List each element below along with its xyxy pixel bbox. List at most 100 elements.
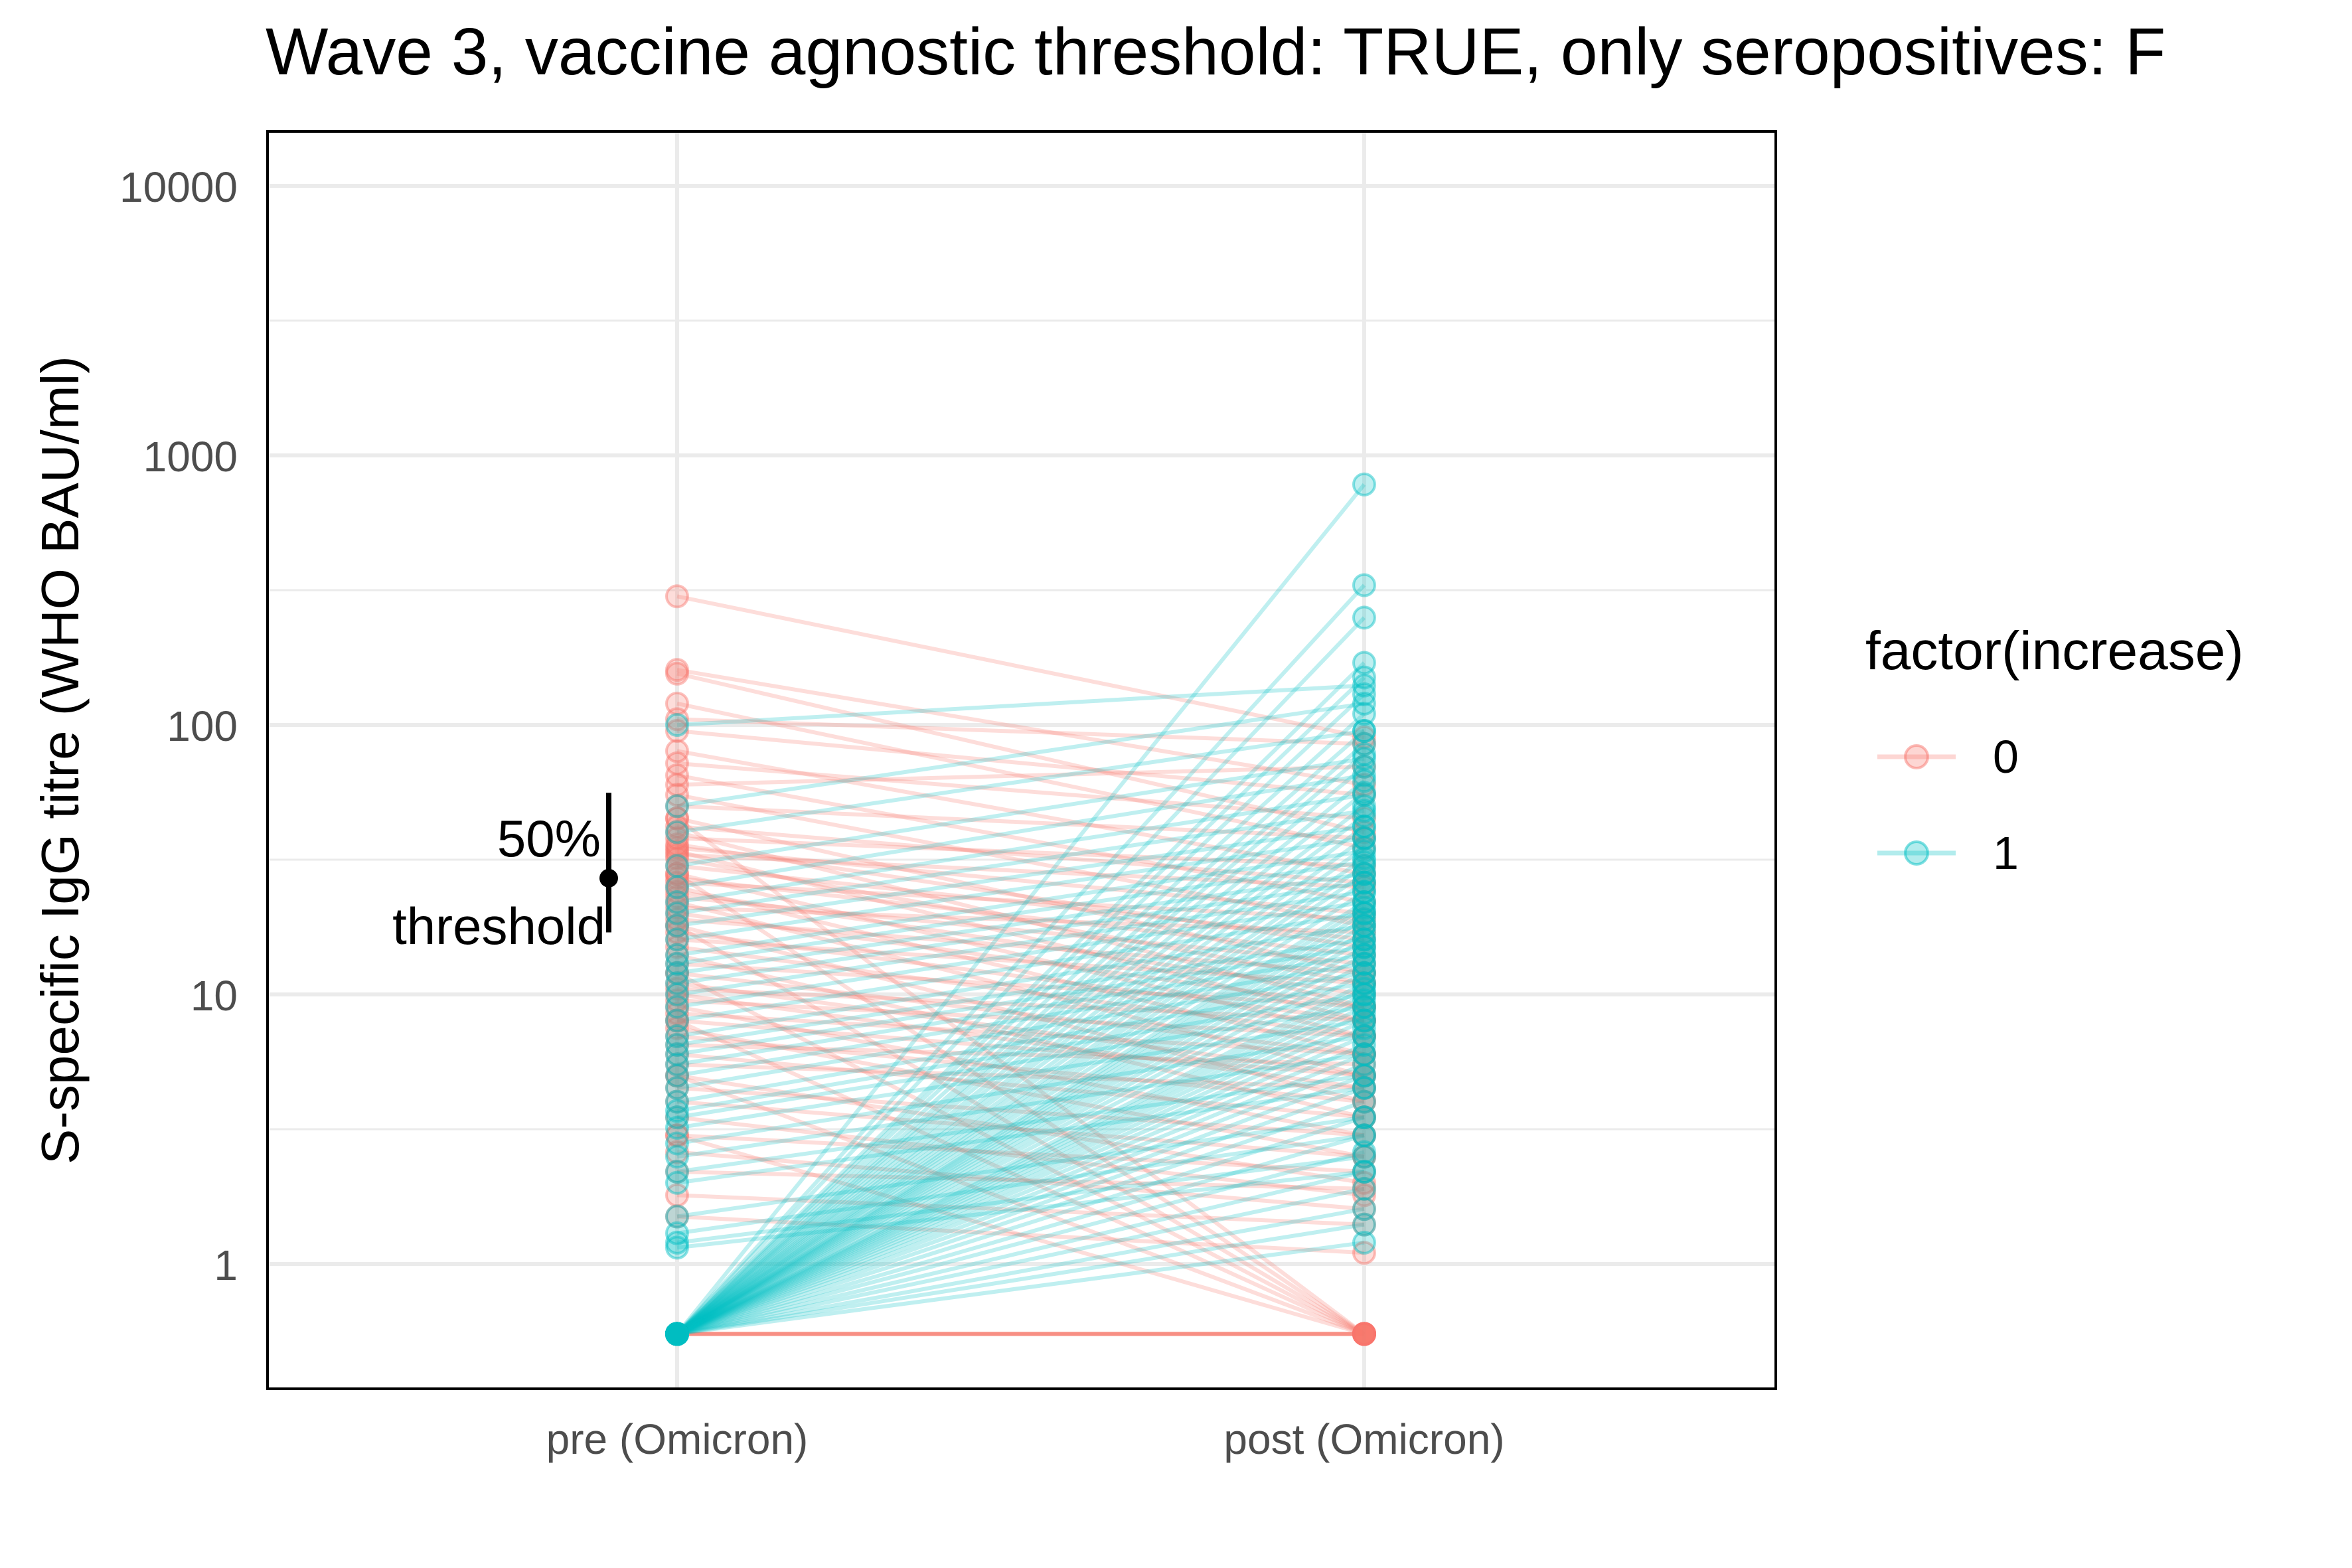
series-1-segment (676, 793, 1365, 904)
series-1-segment (675, 676, 1366, 1336)
series-1-point (1352, 1105, 1376, 1130)
series-0-segment (676, 842, 1365, 949)
series-1-point (1352, 1063, 1376, 1088)
series-1-point (665, 1159, 689, 1184)
series-0-point (1352, 754, 1376, 779)
series-1-point (665, 1322, 689, 1346)
series-0-point (1352, 951, 1376, 976)
series-1-segment (676, 962, 1366, 1336)
series-0-point (665, 1042, 689, 1067)
series-0-point (665, 896, 689, 920)
series-1-segment (676, 945, 1365, 1057)
series-1-point (665, 1322, 689, 1346)
series-0-segment (676, 1073, 1365, 1185)
series-1-point (665, 1322, 689, 1346)
series-1-point (665, 927, 689, 952)
series-0-point (665, 1322, 689, 1346)
series-0-point (665, 961, 689, 985)
series-1-segment (676, 992, 1365, 1113)
series-0-point (1352, 1123, 1376, 1148)
series-0-point (665, 1075, 689, 1100)
series-1-point (665, 982, 689, 1006)
series-1-segment (676, 1222, 1365, 1336)
series-1-point (665, 1235, 689, 1260)
series-1-point (1352, 927, 1376, 952)
series-1-segment (676, 1026, 1366, 1336)
series-1-point (1352, 673, 1376, 698)
series-0-point (1352, 935, 1376, 959)
series-0-point (665, 1322, 689, 1346)
gridlines (268, 131, 1776, 1389)
series-1-point (665, 1322, 689, 1346)
series-0-segment (676, 992, 1365, 1090)
legend: factor(increase) 0 1 (1865, 621, 2244, 879)
series-0-point (665, 783, 689, 807)
series-1-segment (676, 1115, 1365, 1219)
series-1-point (1352, 826, 1376, 850)
series-1-point (665, 1322, 689, 1346)
series-0-segment (676, 1026, 1365, 1159)
series-0-point (665, 839, 689, 864)
series-1-point (665, 1144, 689, 1169)
series-1-point (665, 1032, 689, 1057)
series-1-segment (676, 864, 1366, 1336)
series-0-segment (676, 923, 1366, 1336)
series-0-point (1352, 994, 1376, 1019)
series-1-segment (676, 765, 1366, 1336)
series-1-segment (676, 791, 1366, 1336)
series-1-point (665, 1230, 689, 1255)
series-lines (675, 483, 1366, 1336)
series-0-point (1352, 913, 1376, 938)
series-1-segment (676, 773, 1365, 890)
series-1-segment (676, 1004, 1365, 1120)
series-1-point (665, 913, 689, 938)
series-0-segment (676, 961, 1365, 1009)
series-1-point (665, 1322, 689, 1346)
series-0-point (665, 1008, 689, 1033)
series-1-segment (676, 917, 1366, 1336)
series-0-point (1352, 1075, 1376, 1100)
series-1-segment (676, 804, 1366, 1336)
series-1-segment (676, 824, 1365, 928)
series-1-point (1352, 573, 1376, 597)
series-1-segment (676, 872, 1366, 1336)
y-tick-label: 10000 (119, 163, 238, 211)
series-0-point (1352, 1089, 1376, 1114)
series-1-point (1352, 850, 1376, 874)
series-1-segment (676, 986, 1366, 1336)
series-0-point (1352, 806, 1376, 830)
series-1-point (665, 1322, 689, 1346)
series-1-segment (676, 937, 1366, 1336)
series-1-point (665, 1204, 689, 1229)
series-0-segment (676, 1193, 1365, 1227)
series-0-point (1352, 1105, 1376, 1130)
series-0-segment (676, 876, 1365, 957)
series-1-segment (676, 849, 1365, 957)
series-1-point (665, 1322, 689, 1346)
series-0-point (1352, 1075, 1376, 1100)
series-0-point (665, 1322, 689, 1346)
series-0-point (1352, 1063, 1376, 1088)
series-1-point (665, 1322, 689, 1346)
series-1-point (665, 1322, 689, 1346)
series-0-point (1352, 1008, 1376, 1033)
series-0-point (1352, 1197, 1376, 1221)
series-0-point (1352, 1322, 1376, 1346)
series-0-point (1352, 1322, 1376, 1346)
series-1-segment (676, 1133, 1365, 1235)
y-tick-label: 100 (167, 702, 238, 750)
series-1-point (665, 943, 689, 967)
series-1-segment (676, 1018, 1366, 1336)
series-1-segment (676, 836, 1366, 1336)
series-1-point (665, 1322, 689, 1346)
series-1-point (1352, 1123, 1376, 1148)
series-0-segment (676, 846, 1365, 915)
series-0-point (1352, 862, 1376, 886)
series-0-point (665, 901, 689, 925)
series-0-point (1352, 943, 1376, 967)
series-0-point (1352, 1144, 1376, 1169)
series-0-segment (676, 761, 1365, 821)
series-1-point (665, 1322, 689, 1346)
series-0-segment (676, 1052, 1365, 1120)
series-0-point (665, 982, 689, 1006)
